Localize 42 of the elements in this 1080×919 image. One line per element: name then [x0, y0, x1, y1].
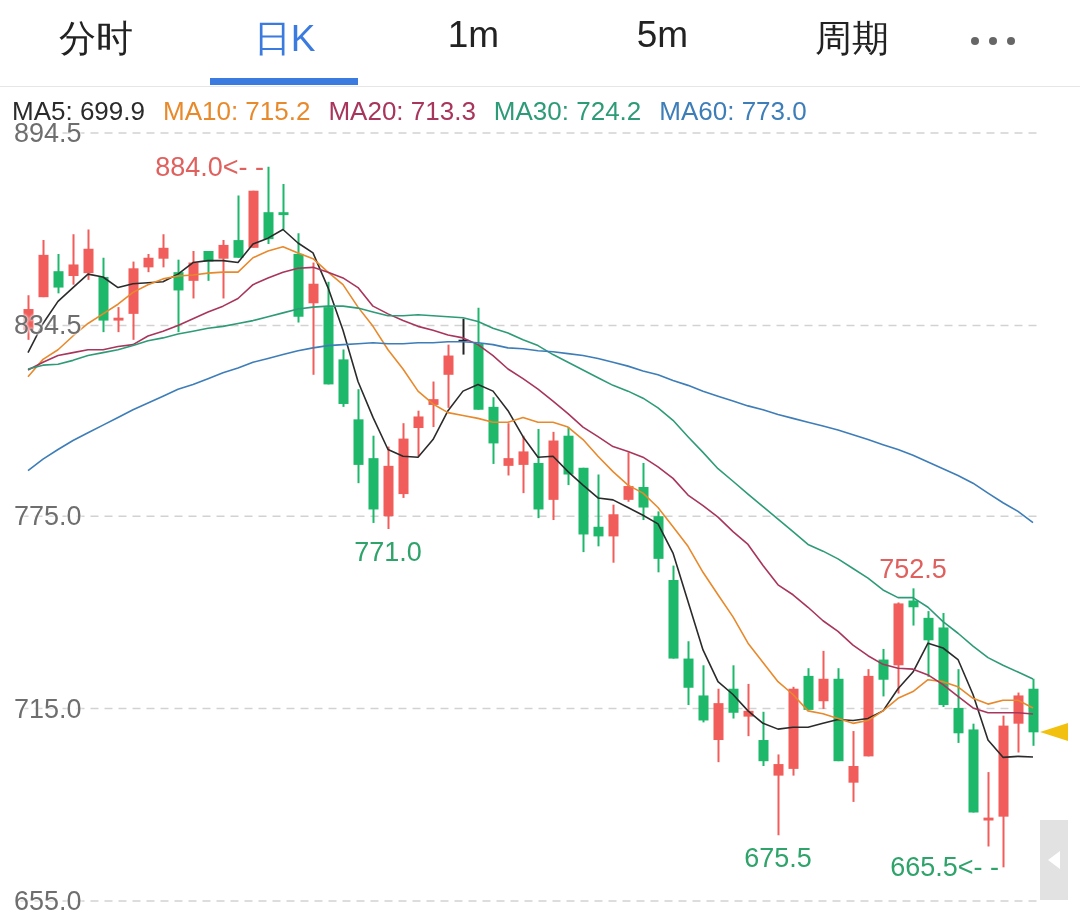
candlestick — [983, 771, 994, 848]
annotation: 665.5<- - — [890, 852, 999, 883]
text: MA10: 715.2 — [162, 96, 311, 127]
candlestick — [818, 649, 829, 710]
candlestick — [278, 182, 289, 231]
text: 分时 — [57, 17, 134, 61]
candlestick — [233, 194, 244, 259]
candlestick — [113, 306, 124, 334]
candlestick — [608, 503, 619, 564]
y-tick-label: 775.0 — [14, 500, 82, 533]
y-tick-label: 715.0 — [14, 692, 82, 725]
annotation: 675.5 — [744, 843, 812, 874]
candlestick — [503, 422, 514, 477]
candlestick — [53, 252, 64, 295]
annotation: 771.0 — [354, 537, 422, 568]
candlestick — [848, 730, 859, 803]
y-tick-label: 655.0 — [14, 885, 82, 917]
annotation: 752.5 — [879, 554, 947, 585]
candlestick — [773, 753, 784, 837]
candlestick — [878, 647, 889, 698]
text: MA30: 724.2 — [493, 96, 642, 127]
annotation: 884.0<- - — [155, 151, 264, 182]
text: MA60: 773.0 — [659, 96, 807, 127]
candlestick — [758, 710, 769, 767]
text: 5m — [635, 14, 690, 56]
text: 日K — [252, 17, 317, 61]
candlestick — [443, 343, 454, 409]
candlestick — [68, 233, 79, 286]
candlestick — [158, 233, 169, 269]
candlestick — [203, 250, 214, 282]
candlestick — [413, 409, 424, 458]
candlestick — [518, 434, 529, 495]
candlestick — [308, 261, 319, 376]
candlestick — [593, 473, 604, 548]
candlestick — [143, 252, 154, 274]
candlestick — [638, 461, 649, 522]
text: 1m — [446, 14, 501, 56]
candlestick — [623, 451, 634, 503]
text: MA20: 713.3 — [328, 96, 476, 127]
candlestick — [218, 239, 229, 300]
text: 周期 — [813, 17, 890, 61]
candlestick — [923, 610, 934, 678]
